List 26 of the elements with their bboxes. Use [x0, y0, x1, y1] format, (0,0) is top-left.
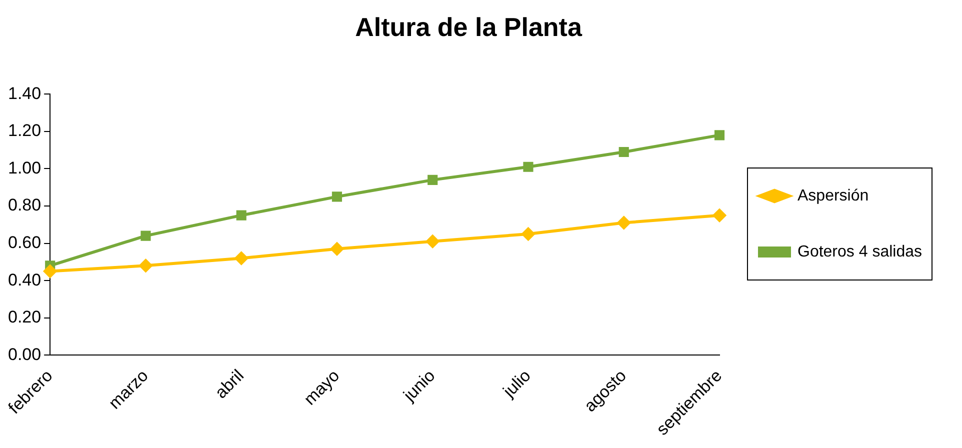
y-tick-label: 0.60 — [8, 232, 42, 252]
y-tick-label: 0.20 — [8, 308, 42, 327]
y-tick-label: 1.40 — [8, 84, 42, 103]
point — [426, 234, 440, 248]
legend-label: Aspersión — [797, 187, 869, 204]
point — [522, 227, 535, 240]
point — [236, 210, 246, 220]
chart-title: Altura de la Planta — [355, 12, 582, 42]
point — [618, 146, 629, 158]
y-tick-label: 1.00 — [8, 158, 42, 178]
y-tick-label: 0.80 — [8, 196, 42, 215]
y-tick-label: 0.00 — [8, 344, 42, 364]
point — [332, 192, 342, 202]
point — [139, 259, 152, 272]
point — [714, 130, 725, 140]
point — [428, 174, 438, 185]
point — [330, 242, 344, 256]
y-tick-label: 1.20 — [8, 121, 42, 140]
point — [712, 208, 726, 222]
point — [234, 252, 248, 265]
point — [523, 162, 534, 172]
y-tick-label: 0.40 — [8, 270, 42, 290]
point — [44, 264, 57, 278]
point — [617, 216, 630, 230]
legend-label: Goteros 4 salidas — [797, 243, 922, 260]
point — [140, 230, 151, 241]
